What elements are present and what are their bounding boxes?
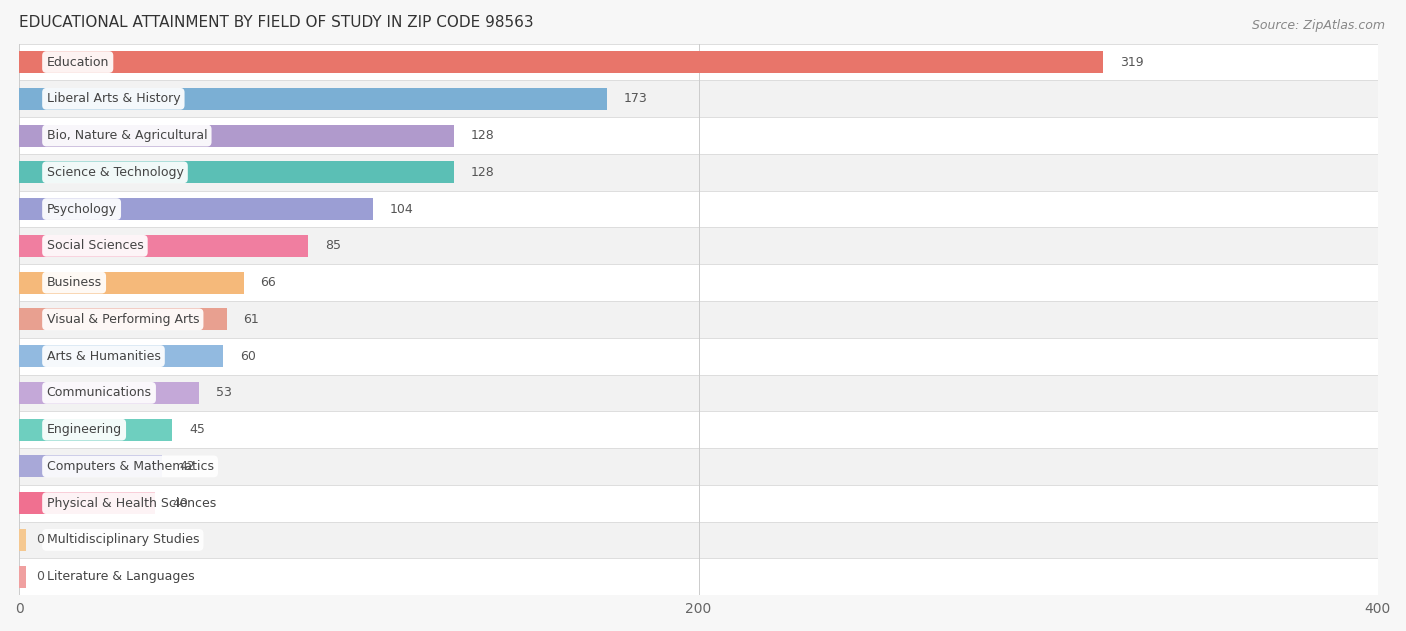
Text: 40: 40 bbox=[172, 497, 188, 510]
Text: 0: 0 bbox=[37, 570, 45, 583]
Bar bbox=[20, 492, 155, 514]
Text: Visual & Performing Arts: Visual & Performing Arts bbox=[46, 313, 200, 326]
Text: 128: 128 bbox=[471, 166, 495, 179]
Bar bbox=[20, 235, 308, 257]
Bar bbox=[20, 485, 1378, 522]
Text: 128: 128 bbox=[471, 129, 495, 142]
Bar bbox=[20, 411, 1378, 448]
Text: 319: 319 bbox=[1119, 56, 1143, 69]
Bar bbox=[20, 117, 1378, 154]
Text: Education: Education bbox=[46, 56, 108, 69]
Text: 45: 45 bbox=[190, 423, 205, 436]
Bar bbox=[20, 162, 454, 184]
Bar bbox=[20, 88, 607, 110]
Bar bbox=[20, 418, 172, 440]
Text: Social Sciences: Social Sciences bbox=[46, 239, 143, 252]
Text: Engineering: Engineering bbox=[46, 423, 122, 436]
Text: 42: 42 bbox=[179, 460, 195, 473]
Bar bbox=[20, 44, 1378, 80]
Text: Arts & Humanities: Arts & Humanities bbox=[46, 350, 160, 363]
Text: Multidisciplinary Studies: Multidisciplinary Studies bbox=[46, 533, 200, 546]
Text: 66: 66 bbox=[260, 276, 276, 289]
Bar bbox=[20, 565, 27, 587]
Bar bbox=[20, 522, 1378, 558]
Text: 53: 53 bbox=[217, 386, 232, 399]
Text: Literature & Languages: Literature & Languages bbox=[46, 570, 194, 583]
Text: 60: 60 bbox=[240, 350, 256, 363]
Bar bbox=[20, 558, 1378, 595]
Text: 85: 85 bbox=[325, 239, 342, 252]
Text: Communications: Communications bbox=[46, 386, 152, 399]
Bar bbox=[20, 124, 454, 146]
Text: Source: ZipAtlas.com: Source: ZipAtlas.com bbox=[1251, 19, 1385, 32]
Text: 61: 61 bbox=[243, 313, 259, 326]
Text: Business: Business bbox=[46, 276, 101, 289]
Bar bbox=[20, 154, 1378, 191]
Text: Science & Technology: Science & Technology bbox=[46, 166, 183, 179]
Bar bbox=[20, 301, 1378, 338]
Bar bbox=[20, 448, 1378, 485]
Bar bbox=[20, 198, 373, 220]
Bar bbox=[20, 456, 162, 478]
Text: Computers & Mathematics: Computers & Mathematics bbox=[46, 460, 214, 473]
Bar bbox=[20, 375, 1378, 411]
Bar bbox=[20, 264, 1378, 301]
Bar bbox=[20, 80, 1378, 117]
Bar bbox=[20, 191, 1378, 227]
Bar bbox=[20, 309, 226, 331]
Text: Bio, Nature & Agricultural: Bio, Nature & Agricultural bbox=[46, 129, 207, 142]
Text: 0: 0 bbox=[37, 533, 45, 546]
Text: 104: 104 bbox=[389, 203, 413, 216]
Text: Liberal Arts & History: Liberal Arts & History bbox=[46, 92, 180, 105]
Bar bbox=[20, 51, 1102, 73]
Bar bbox=[20, 382, 200, 404]
Text: Physical & Health Sciences: Physical & Health Sciences bbox=[46, 497, 215, 510]
Text: Psychology: Psychology bbox=[46, 203, 117, 216]
Bar bbox=[20, 529, 27, 551]
Bar bbox=[20, 271, 243, 293]
Bar bbox=[20, 345, 224, 367]
Text: 173: 173 bbox=[624, 92, 648, 105]
Bar bbox=[20, 338, 1378, 375]
Text: EDUCATIONAL ATTAINMENT BY FIELD OF STUDY IN ZIP CODE 98563: EDUCATIONAL ATTAINMENT BY FIELD OF STUDY… bbox=[20, 15, 534, 30]
Bar bbox=[20, 227, 1378, 264]
